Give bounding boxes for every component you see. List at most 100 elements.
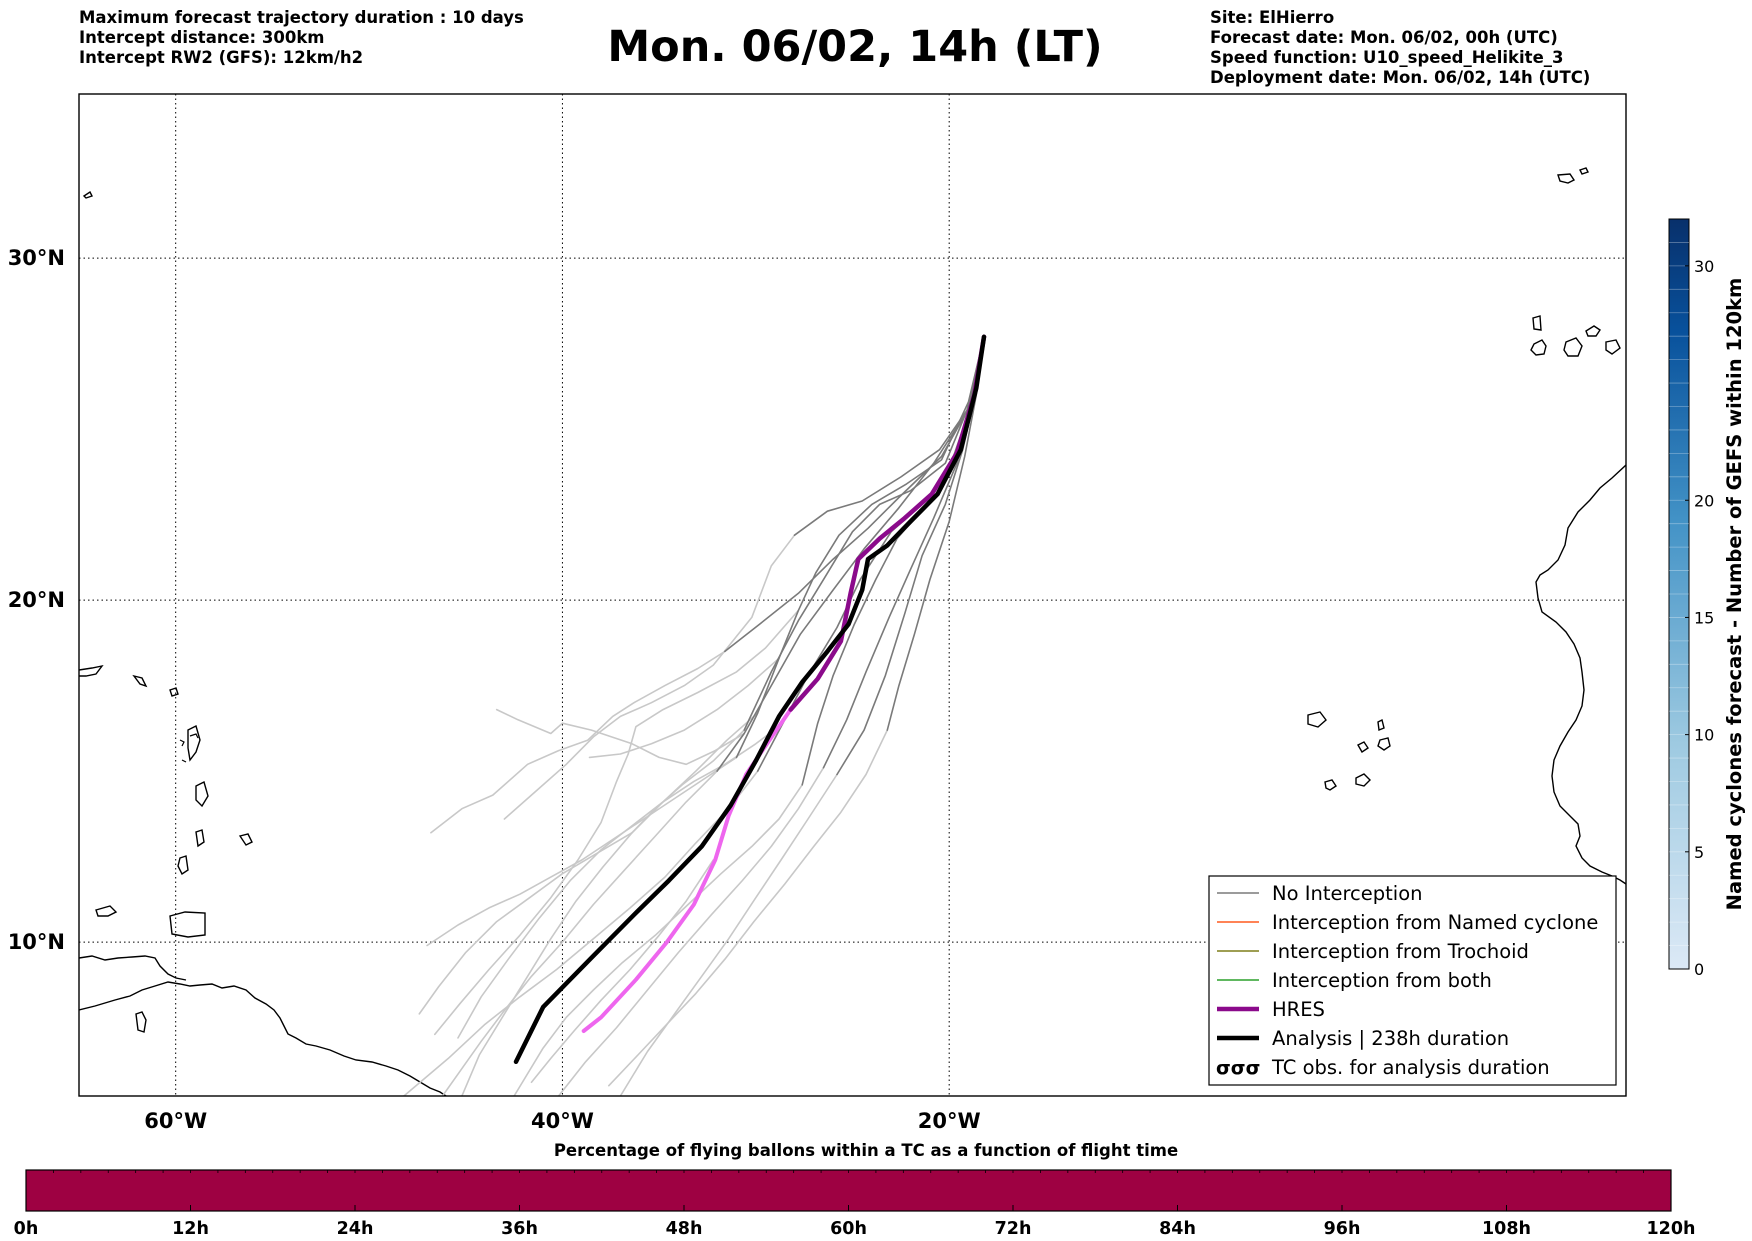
canary-island-2 [1563,337,1583,357]
flight-time-tick-label: 120h [1647,1219,1696,1239]
legend-label: Interception from both [1272,969,1492,992]
flight-time-tick-label: 108h [1482,1219,1531,1239]
legend-box [1208,875,1617,1086]
legend-label: HRES [1272,998,1325,1021]
canary-island-3 [1585,325,1601,337]
ensemble-trajectory-faded [619,773,838,1096]
colorbar-tick-label: 5 [1694,843,1704,862]
cape-verde-island-3 [1377,737,1391,751]
colorbar-tick-label: 20 [1694,491,1714,510]
flight-time-tick-label: 48h [666,1219,703,1239]
venezuela-coast [79,955,187,981]
flight-time-tick-label: 84h [1159,1219,1196,1239]
legend-label: Analysis | 238h duration [1272,1027,1509,1050]
gridlines [79,94,1626,1096]
ensemble-trajectory-faded [457,722,784,1039]
legend: No Interception Interception from Named c… [1208,875,1617,1086]
antigua-island [238,833,253,846]
lat-tick-label: 10°N [8,930,65,954]
lat-tick-label: 30°N [8,246,65,270]
ensemble-trajectory-faded [418,831,633,1015]
forecast-date-text: Forecast date: Mon. 06/02, 00h (UTC) [1210,28,1558,47]
ensemble-trajectory-faded [403,770,759,1096]
ensemble-trajectory-faded [441,770,718,1096]
caribbean-islet-1 [132,674,148,688]
colorbar-label: Named cyclones forecast - Number of GEFS… [1723,278,1746,911]
legend-label: Interception from Trochoid [1272,940,1529,963]
flight-time-tick-label: 96h [1324,1219,1361,1239]
caribbean-islet-5 [135,1011,147,1033]
ensemble-trajectory-faded [426,756,738,947]
flight-time-tick-label: 0h [14,1219,39,1239]
tc-obs-symbol-icon: σσσ [1216,1057,1260,1079]
intercept-distance-text: Intercept distance: 300km [79,28,325,47]
flight-time-bar-title: Percentage of flying ballons within a TC… [554,1141,1178,1160]
lesser-antilles-2 [195,780,209,808]
colorbar-tick-label: 10 [1694,726,1714,745]
ensemble-trajectory-faded [461,712,759,1096]
flight-time-tick-label: 12h [172,1219,209,1239]
lon-tick-label: 40°W [531,1109,594,1133]
page-title: Mon. 06/02, 14h (LT) [607,22,1103,72]
colorbar-gradient [1668,218,1690,970]
canary-island-4 [1605,339,1621,355]
right-colorbar: 0 5 10 15 20 30 Named cyclones forecast - Numb… [1668,218,1746,979]
lon-tick-label: 20°W [918,1109,981,1133]
lesser-antilles-3 [195,829,205,848]
lon-tick-label: 60°W [144,1109,207,1133]
ensemble-trajectory-faded [513,784,803,1096]
canary-island-1 [1530,339,1547,356]
legend-label: No Interception [1272,882,1423,905]
azores-island [1557,173,1576,184]
legend-label: TC obs. for analysis duration [1271,1056,1550,1079]
ensemble-trajectory-faded [588,657,780,759]
deployment-date-text: Deployment date: Mon. 06/02, 14h (UTC) [1210,68,1591,87]
legend-label: Interception from Named cyclone [1272,911,1598,934]
speed-function-text: Speed function: U10_speed_Helikite_3 [1210,48,1564,67]
intercept-rw2-text: Intercept RW2 (GFS): 12km/h2 [79,48,364,67]
tick-labels: 60°W 40°W 20°W 30°N 20°N 10°N [8,246,981,1133]
south-america-coast [79,981,447,1096]
flight-time-tick-label: 72h [995,1219,1032,1239]
ensemble-trajectory-faded [503,534,796,820]
ensemble-trajectory [886,336,985,731]
colorbar-tick-label: 30 [1694,257,1714,276]
site-text: Site: ElHierro [1210,8,1335,27]
ensemble-trajectory [724,336,985,653]
caribbean-islet-3 [82,190,93,199]
ensemble-trajectory-faded [608,729,889,1087]
map-frame [78,93,1627,1097]
cape-verde-island-1 [1307,711,1327,728]
map-area: 60°W 40°W 20°W 30°N 20°N 10°N No Interception… [8,93,1627,1133]
ensemble-trajectory-faded [495,708,745,766]
virgin-islands [79,664,104,677]
cape-verde-island-6 [1377,718,1385,731]
flight-time-tick-label: 60h [830,1219,867,1239]
lesser-antilles-4 [177,855,189,876]
header-left: Maximum forecast trajectory duration : 1… [79,8,524,68]
ensemble-trajectory-faded [434,609,800,1036]
flight-time-tick-label: 24h [337,1219,374,1239]
bottom-colorbar: Percentage of flying ballons within a TC… [14,1141,1696,1239]
ensemble-trajectory [716,336,985,772]
west-africa-coast [1535,464,1626,885]
flight-time-bar [25,1169,1672,1212]
cape-verde-island-5 [1324,779,1337,791]
colorbar-tick-label: 0 [1694,960,1704,979]
leeward-islands [179,733,199,763]
trinidad-island [169,911,206,938]
caribbean-islet-2 [169,687,179,697]
cape-verde-island-4 [1355,773,1371,787]
ensemble-trajectory-faded [557,766,825,1096]
lat-tick-label: 20°N [8,588,65,612]
ensemble-trajectory-faded [530,859,715,1084]
colorbar-tick-label: 15 [1694,608,1714,627]
canary-island-5 [1532,315,1542,331]
cape-verde-island-2 [1357,741,1369,753]
header-right: Site: ElHierro Forecast date: Mon. 06/02… [1210,8,1590,88]
max-duration-text: Maximum forecast trajectory duration : 1… [79,8,524,27]
analysis-trajectory [513,334,987,1065]
caribbean-islet-4 [95,905,118,917]
ensemble-trajectory [743,336,985,731]
